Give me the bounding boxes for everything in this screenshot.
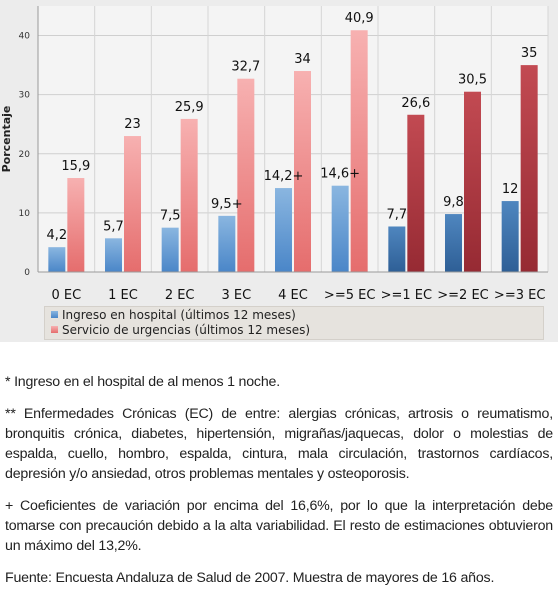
x-tick-label: >=1 EC	[381, 288, 432, 303]
y-axis-title: Porcentaje	[0, 106, 13, 173]
data-label-urgencias: 15,9	[61, 159, 90, 174]
x-tick-label: >=2 EC	[437, 288, 488, 303]
footnotes: * Ingreso en el hospital de al menos 1 n…	[5, 372, 553, 600]
legend-item-urgencias: Servicio de urgencias (últimos 12 meses)	[51, 323, 310, 337]
x-tick-label: 2 EC	[165, 288, 195, 303]
bar-hospital	[388, 226, 406, 272]
bar-urgencias	[124, 136, 141, 272]
y-tick-label: 30	[19, 91, 31, 101]
data-label-hospital: 9,5+	[211, 197, 243, 212]
plot-area	[38, 6, 548, 272]
legend-label-hospital: Ingreso en hospital (últimos 12 meses)	[62, 308, 296, 322]
bar-urgencias	[350, 30, 368, 273]
bars	[48, 30, 538, 273]
bar-urgencias	[407, 114, 425, 273]
x-tick-label: 3 EC	[221, 288, 251, 303]
y-tick-label: 10	[19, 209, 31, 219]
bar-urgencias	[520, 65, 538, 272]
legend-label-urgencias: Servicio de urgencias (últimos 12 meses)	[62, 323, 311, 337]
data-label-urgencias: 32,7	[231, 60, 260, 75]
footnote-hospital: * Ingreso en el hospital de al menos 1 n…	[5, 374, 280, 390]
bar-urgencias	[464, 91, 481, 272]
data-label-urgencias: 23	[124, 117, 141, 132]
grid	[37, 6, 549, 273]
legend-swatch-hospital	[51, 311, 58, 318]
x-tick-label: >=5 EC	[324, 288, 375, 303]
bar-hospital	[331, 185, 349, 272]
legend-swatch-urgencias	[51, 326, 58, 333]
bar-urgencias	[237, 78, 255, 272]
y-tick-label: 20	[19, 150, 31, 160]
data-label-urgencias: 34	[294, 52, 311, 67]
bar-hospital	[218, 215, 236, 272]
bar-urgencias	[67, 178, 85, 272]
data-label-hospital: 7,5	[160, 209, 181, 224]
data-label-hospital: 7,7	[386, 207, 407, 222]
bar-hospital	[501, 201, 519, 272]
axes: 0 10 20 30 40 Porcentaje 0 EC 1 EC 2 EC 3 EC 4 EC >…	[0, 6, 548, 303]
bar-hospital	[105, 238, 122, 272]
bar-urgencias	[294, 71, 311, 273]
data-label-hospital: 12	[502, 182, 519, 197]
data-label-hospital: 14,6+	[320, 167, 360, 182]
data-label-urgencias: 40,9	[345, 11, 374, 26]
data-label-urgencias: 26,6	[401, 96, 430, 111]
bar-chart: 4,2 15,9 5,7 23 7,5 25,9 9,5+ 32,7 14,2+ 34 14,6+ 4…	[0, 6, 549, 303]
data-label-hospital: 14,2+	[264, 169, 304, 184]
data-label-hospital: 4,2	[46, 228, 67, 243]
x-tick-label: >=3 EC	[494, 288, 545, 303]
data-label-urgencias: 25,9	[175, 100, 204, 115]
bar-hospital	[48, 247, 66, 272]
x-tick-label: 4 EC	[278, 288, 308, 303]
data-labels: 4,2 15,9 5,7 23 7,5 25,9 9,5+ 32,7 14,2+ 34 14,6+ 4…	[46, 11, 537, 243]
x-tick-label: 1 EC	[108, 288, 138, 303]
legend-item-hospital: Ingreso en hospital (últimos 12 meses)	[51, 308, 296, 322]
x-tick-label: 0 EC	[51, 288, 81, 303]
data-label-hospital: 5,7	[103, 219, 124, 234]
legend: Ingreso en hospital (últimos 12 meses) S…	[44, 306, 544, 340]
data-label-urgencias: 35	[521, 46, 538, 61]
bar-urgencias	[180, 118, 198, 272]
y-tick-label: 0	[24, 268, 30, 278]
chart-panel: 4,2 15,9 5,7 23 7,5 25,9 9,5+ 32,7 14,2+ 34 14,6+ 4…	[0, 0, 558, 342]
bar-hospital	[161, 227, 179, 272]
y-tick-label: 40	[19, 32, 31, 42]
bar-hospital	[275, 188, 292, 272]
data-label-hospital: 9,8	[443, 195, 464, 210]
footnote-variacion: + Coeficientes de variación por encima d…	[5, 498, 553, 554]
data-label-urgencias: 30,5	[458, 73, 487, 88]
footnote-enfermedades: ** Enfermedades Crónicas (EC) de entre: …	[5, 406, 553, 482]
bar-hospital	[445, 214, 462, 272]
footnote-fuente: Fuente: Encuesta Andaluza de Salud de 20…	[5, 570, 495, 586]
